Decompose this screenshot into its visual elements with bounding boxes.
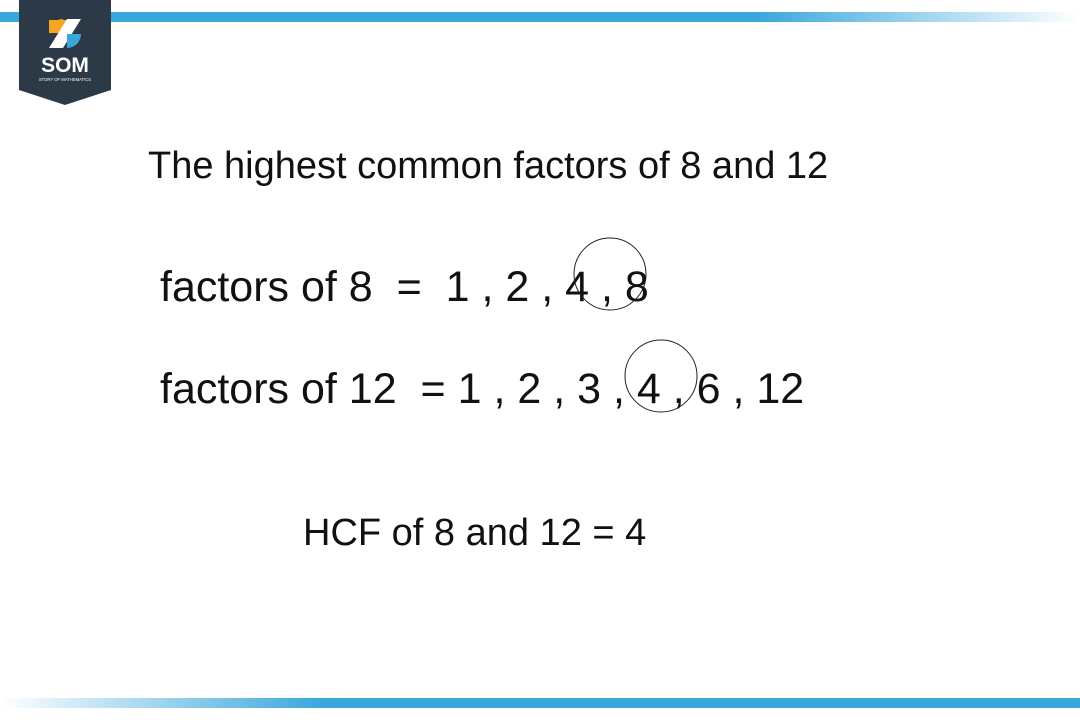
bottom-accent-bar [0, 698, 1080, 708]
svg-text:STORY OF MATHEMATICS: STORY OF MATHEMATICS [39, 77, 91, 82]
circle-highlight-4-in-12 [624, 339, 698, 413]
hcf-result: HCF of 8 and 12 = 4 [303, 512, 647, 554]
svg-text:SOM: SOM [41, 54, 89, 77]
page-title: The highest common factors of 8 and 12 [148, 145, 829, 187]
top-accent-bar [0, 12, 1080, 22]
circle-highlight-4-in-8 [573, 237, 647, 311]
som-logo: SOM STORY OF MATHEMATICS [19, 0, 111, 105]
factors-of-12-line: factors of 12 = 1 , 2 , 3 , 4 , 6 , 12 [160, 365, 805, 413]
factors-of-8-line: factors of 8 = 1 , 2 , 4 , 8 [160, 263, 649, 311]
